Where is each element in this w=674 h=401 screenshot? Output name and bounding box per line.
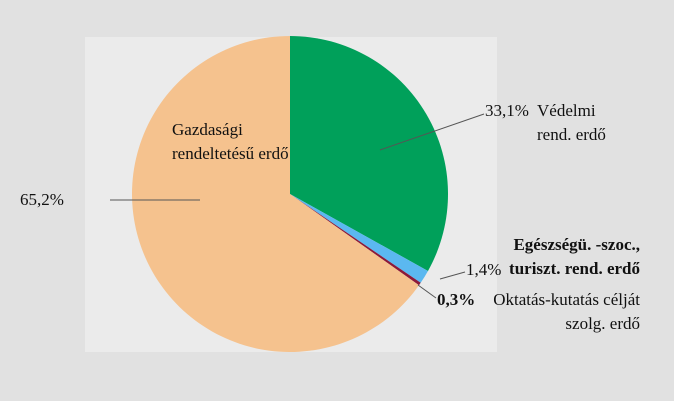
slice-label: Egészségü. -szoc., turiszt. rend. erdő [509, 235, 640, 278]
value-label: 0,3% [437, 290, 476, 309]
slice-label: Gazdasági rendeltetésű erdő [172, 120, 289, 163]
value-label: 65,2% [20, 190, 64, 209]
slice-label: Védelmi rend. erdő [537, 101, 606, 144]
slice-label: Oktatás-kutatás célját szolg. erdő [493, 290, 640, 333]
leader-line [439, 271, 466, 280]
pie-slice [290, 194, 421, 286]
value-label: 1,4% [466, 260, 502, 279]
leader-line [417, 284, 437, 299]
pie-slice [290, 36, 448, 271]
pie-slice [290, 194, 428, 283]
leader-line [379, 113, 485, 151]
value-label: 33,1% [485, 101, 529, 120]
pie-slice [132, 36, 419, 352]
